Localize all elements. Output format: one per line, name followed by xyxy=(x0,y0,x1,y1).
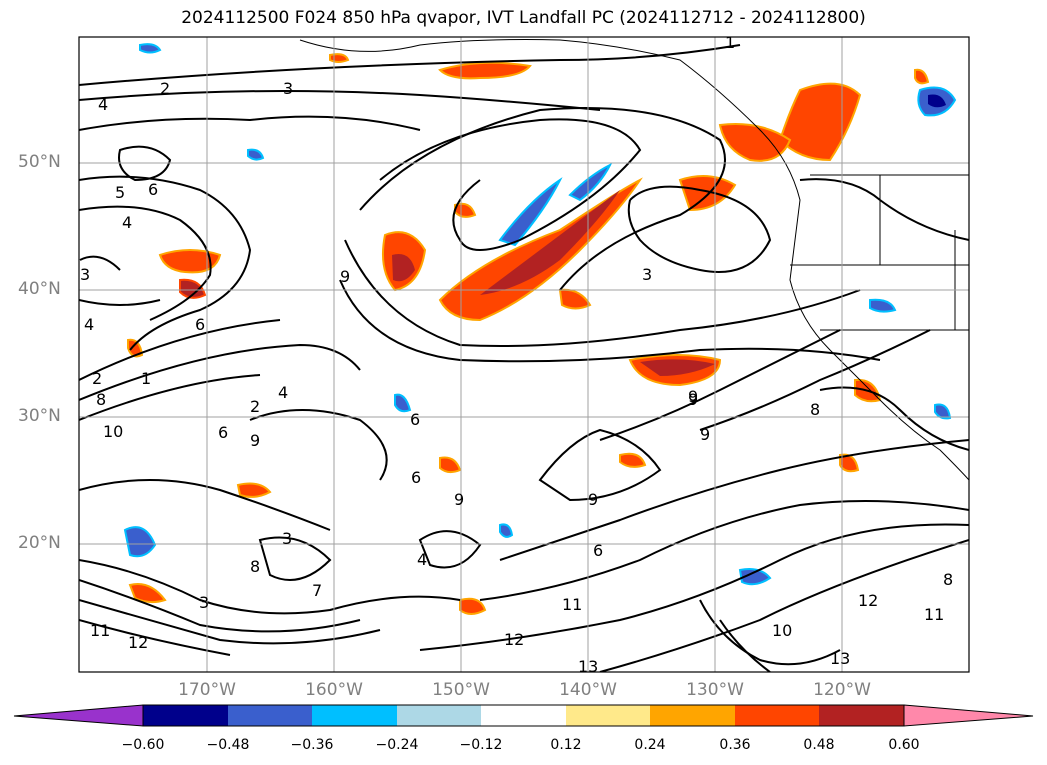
lon-label-170w: 170°W xyxy=(178,680,236,700)
contour-label: 8 xyxy=(943,570,953,589)
contour-label: 9 xyxy=(340,267,350,286)
contour-label: 4 xyxy=(278,383,288,402)
contour-label: 9 xyxy=(688,387,698,406)
colorbar-tick: 0.36 xyxy=(719,737,751,753)
contour-label: 1 xyxy=(141,369,151,388)
colorbar-segment xyxy=(819,705,904,726)
colorbar-segment xyxy=(143,705,228,726)
colorbar-tick: −0.24 xyxy=(375,737,419,753)
contour-label: 6 xyxy=(195,315,205,334)
colorbar-segment xyxy=(312,705,397,726)
negative-shading xyxy=(123,43,957,586)
lon-label-150w: 150°W xyxy=(432,680,490,700)
lat-label-40n: 40°N xyxy=(18,279,61,299)
lon-label-160w: 160°W xyxy=(305,680,363,700)
lat-label-20n: 20°N xyxy=(18,533,61,553)
contour-label: 8 xyxy=(810,400,820,419)
plot-frame xyxy=(78,36,970,673)
lon-label-130w: 130°W xyxy=(686,680,744,700)
contour-label: 4 xyxy=(122,213,132,232)
contour-label: 5 xyxy=(115,183,125,202)
colorbar-tick: −0.48 xyxy=(206,737,250,753)
contour-label: 8 xyxy=(96,390,106,409)
contour-label: 4 xyxy=(84,315,94,334)
contour-label: 7 xyxy=(312,581,322,600)
contour-label: 9 xyxy=(700,425,710,444)
colorbar-tick: 0.60 xyxy=(888,737,920,753)
contour-label: 10 xyxy=(103,422,123,441)
contour-label: 12 xyxy=(128,633,148,652)
colorbar-segment xyxy=(397,705,481,726)
contour-label: 10 xyxy=(772,621,792,640)
colorbar-segment xyxy=(735,705,819,726)
lat-label-50n: 50°N xyxy=(18,152,61,172)
contour-label: 3 xyxy=(199,593,209,612)
contour-label: 11 xyxy=(562,595,582,614)
lon-label-140w: 140°W xyxy=(559,680,617,700)
gridlines xyxy=(79,37,969,672)
colorbar-tick: 0.24 xyxy=(634,737,666,753)
colorbar-tick: 0.48 xyxy=(803,737,835,753)
colorbar-tick: −0.60 xyxy=(121,737,165,753)
contour-label: 3 xyxy=(80,265,90,284)
colorbar-extend-low xyxy=(13,704,144,727)
contour-label: 13 xyxy=(830,649,850,668)
lat-label-30n: 30°N xyxy=(18,406,61,426)
colorbar-segment xyxy=(566,705,650,726)
positive-shading xyxy=(127,53,930,615)
contour-label: 9 xyxy=(250,431,260,450)
contour-label: 12 xyxy=(504,630,524,649)
contour-label: 1 xyxy=(725,33,735,52)
contour-label: 3 xyxy=(283,79,293,98)
contour-label: 6 xyxy=(148,180,158,199)
contour-label: 2 xyxy=(250,397,260,416)
ivt-contours xyxy=(79,44,969,672)
contour-label-group: 2 3 4 5 6 3 4 6 9 3 4 9 3 2 1 8 10 6 9 4… xyxy=(80,33,953,676)
contour-label: 6 xyxy=(593,541,603,560)
contour-label: 9 xyxy=(688,390,698,409)
contour-label: 12 xyxy=(858,591,878,610)
colorbar xyxy=(13,704,1034,727)
colorbar-extend-high xyxy=(903,704,1034,727)
colorbar-tick: −0.36 xyxy=(290,737,334,753)
contour-label: 6 xyxy=(411,468,421,487)
colorbar-segment xyxy=(650,705,735,726)
figure-title: 2024112500 F024 850 hPa qvapor, IVT Land… xyxy=(181,8,866,28)
contour-label: 9 xyxy=(588,490,598,509)
contour-label: 2 xyxy=(160,79,170,98)
contour-label: 3 xyxy=(282,529,292,548)
contour-label: 4 xyxy=(417,550,427,569)
contour-label: 9 xyxy=(454,490,464,509)
contour-label: 4 xyxy=(98,95,108,114)
colorbar-frame xyxy=(142,704,905,727)
contour-label: 6 xyxy=(218,423,228,442)
contour-label: 11 xyxy=(90,621,110,640)
lon-label-120w: 120°W xyxy=(813,680,871,700)
colorbar-segment xyxy=(481,705,566,726)
colorbar-tick: 0.12 xyxy=(550,737,582,753)
colorbar-tick: −0.12 xyxy=(459,737,503,753)
contour-label: 13 xyxy=(578,657,598,676)
contour-label: 2 xyxy=(92,369,102,388)
contour-label: 6 xyxy=(410,410,420,429)
contour-label: 8 xyxy=(250,557,260,576)
contour-label: 11 xyxy=(924,605,944,624)
colorbar-segment xyxy=(228,705,312,726)
contour-label: 3 xyxy=(642,265,652,284)
